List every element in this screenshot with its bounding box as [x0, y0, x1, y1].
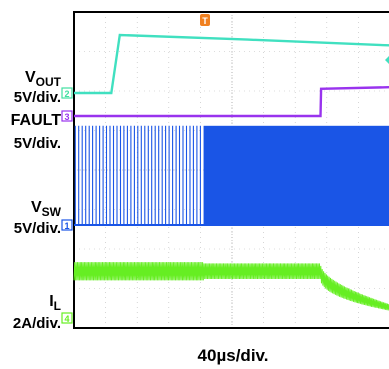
- channel-marker-number: 3: [64, 112, 69, 122]
- channel-scale-2: 5V/div.: [14, 89, 61, 106]
- channel-name-3: FAULT: [11, 112, 62, 129]
- channel-scale-1: 5V/div.: [14, 220, 61, 237]
- channel-labels: 2VOUT5V/div.3FAULT5V/div.1VSW5V/div.4IL2…: [11, 56, 389, 332]
- channel-name-1: VSW: [31, 199, 62, 219]
- channel-marker-box: [61, 219, 73, 231]
- channel-marker-2: 2: [61, 87, 73, 99]
- trace-ch3: [74, 86, 389, 118]
- trace-ch1: [74, 125, 201, 225]
- trigger-marker-box: [200, 14, 210, 26]
- channel-name-2: VOUT: [25, 69, 62, 89]
- trace-ch2: [74, 33, 389, 95]
- offscreen-trace-arrow: [385, 56, 389, 64]
- channel-scale-3: 5V/div.: [14, 135, 61, 152]
- channel-scale-4: 2A/div.: [13, 315, 61, 332]
- channel-marker-3: 3: [61, 110, 73, 122]
- channel-marker-4: 4: [61, 312, 73, 324]
- channel-marker-1: 1: [61, 219, 73, 231]
- x-axis-label: 40µs/div.: [198, 346, 269, 365]
- trace-layer: [73, 33, 389, 311]
- plot-frame: [73, 11, 389, 329]
- channel-marker-box: [61, 87, 73, 99]
- channel-marker-number: 1: [64, 221, 69, 231]
- channel-marker-box: [61, 110, 73, 122]
- channel-marker-number: 2: [64, 89, 69, 99]
- channel-marker-number: 4: [64, 314, 69, 324]
- trace-ch1-dense-switching: [203, 125, 389, 225]
- trace-ch4: [73, 262, 389, 311]
- trigger-marker: T: [200, 14, 210, 26]
- channel-name-4: IL: [49, 293, 61, 313]
- channel-marker-box: [61, 312, 73, 324]
- trigger-marker-label: T: [202, 16, 208, 26]
